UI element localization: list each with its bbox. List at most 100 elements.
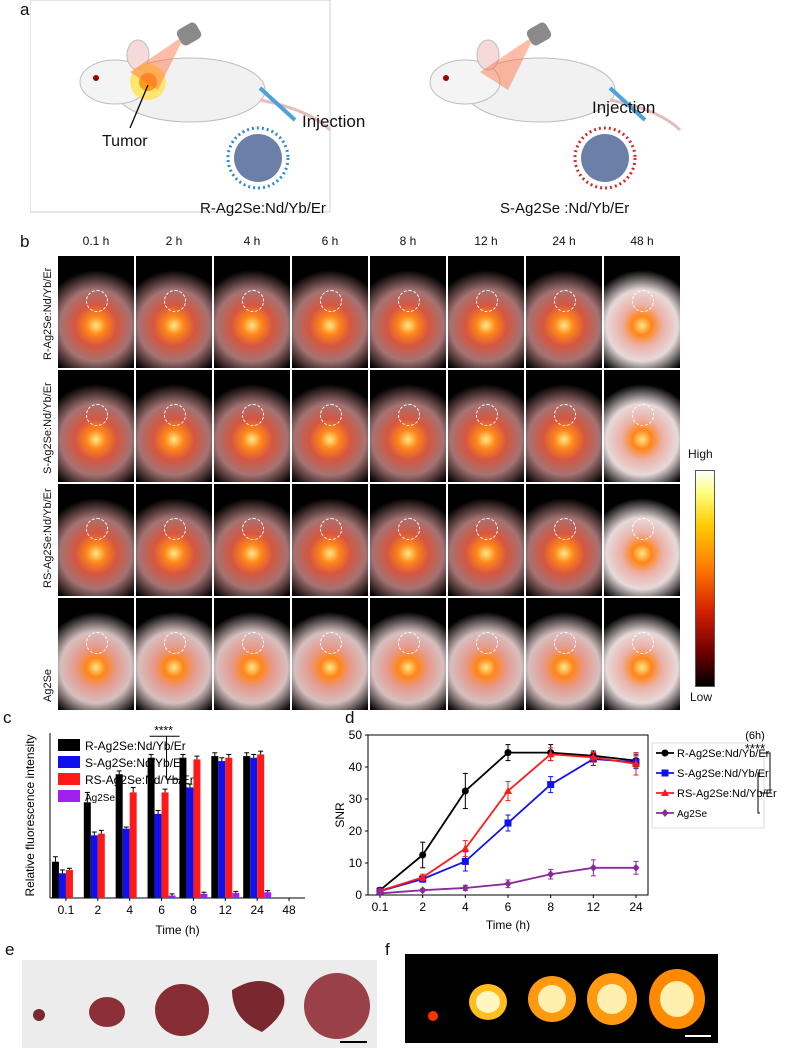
data-point	[547, 781, 555, 789]
tumor-circle-icon	[554, 404, 576, 426]
bar	[211, 756, 219, 898]
data-point	[504, 749, 512, 757]
panel-b-letter: b	[20, 232, 30, 251]
bar	[65, 869, 73, 898]
y-axis-label: Relative fluorescence intensity	[23, 734, 37, 896]
tumor-circle-icon	[554, 290, 576, 312]
tumor-circle-icon	[242, 290, 264, 312]
bar	[97, 833, 105, 898]
data-point	[632, 863, 640, 872]
panel-a-illustration	[30, 0, 682, 213]
x-tick-label: 6	[505, 900, 512, 914]
data-point	[504, 819, 512, 827]
injection-label-right: Injection	[592, 98, 656, 117]
data-point	[419, 886, 427, 895]
fluorescence-image	[448, 370, 524, 482]
bar	[129, 792, 137, 898]
tumor-circle-icon	[632, 518, 654, 540]
x-tick-label: 4	[462, 900, 469, 914]
x-tick-label: 8	[190, 903, 197, 917]
time-header: 0.1 h	[82, 234, 110, 248]
x-tick-label: 24	[251, 903, 265, 917]
bar	[232, 893, 240, 898]
fluorescence-image	[58, 484, 134, 596]
fluorescence-image	[448, 484, 524, 596]
tumor-circle-icon	[476, 632, 498, 654]
tumor-circle-icon	[242, 518, 264, 540]
fluorescence-image	[292, 598, 368, 710]
tumor-circle-icon	[398, 518, 420, 540]
tumor-circle-icon	[86, 404, 108, 426]
tumor-circle-icon	[86, 632, 108, 654]
x-tick-label: 6	[158, 903, 165, 917]
fluorescence-image	[58, 256, 134, 368]
colorbar-low-label: Low	[690, 690, 713, 704]
tumor-circle-icon	[320, 518, 342, 540]
x-tick-label: 2	[94, 903, 101, 917]
bar	[186, 787, 194, 898]
x-tick-label: 24	[629, 900, 643, 914]
caption-r-ag2se: R-Ag2Se:Nd/Yb/Er	[200, 200, 326, 217]
legend-label: R-Ag2Se:Nd/Yb/Er	[85, 739, 186, 753]
fluorescence-image	[214, 484, 290, 596]
bar	[250, 757, 258, 898]
bar	[147, 757, 155, 898]
x-tick-label: 12	[219, 903, 233, 917]
fluorescence-image	[292, 370, 368, 482]
tumor-fluorescence-image	[405, 954, 718, 1043]
bar	[200, 893, 208, 898]
significance-bracket	[757, 772, 760, 814]
significance-time-label: (6h)	[745, 730, 765, 742]
fluorescence-image	[526, 256, 602, 368]
row-label: R-Ag2Se:Nd/Yb/Er	[42, 267, 54, 360]
tumor-circle-icon	[320, 632, 342, 654]
bar	[161, 792, 169, 898]
tumor-circle-icon	[242, 404, 264, 426]
fluorescence-image	[136, 256, 212, 368]
bar	[168, 895, 176, 898]
fluorescence-image	[58, 598, 134, 710]
tumor-circle-icon	[632, 290, 654, 312]
data-point	[461, 787, 469, 795]
bar	[193, 759, 201, 898]
fluorescence-image	[370, 370, 446, 482]
mouse-right-icon	[429, 22, 682, 190]
tumor-circle-icon	[320, 290, 342, 312]
fluorescence-image	[448, 256, 524, 368]
tumor-circle-icon	[398, 632, 420, 654]
tumor-photo	[22, 960, 377, 1048]
bar	[243, 756, 251, 898]
fluorescence-image	[292, 484, 368, 596]
legend-label: Ag2Se	[677, 809, 707, 820]
x-tick-label: 0.1	[58, 903, 75, 917]
series	[376, 752, 640, 895]
bar	[264, 892, 272, 898]
x-tick-label: 48	[282, 903, 296, 917]
time-header: 12 h	[474, 234, 498, 248]
data-point	[661, 769, 669, 777]
y-axis-label: SNR	[333, 802, 347, 828]
data-point	[461, 883, 469, 892]
x-tick-label: 8	[547, 900, 554, 914]
tumor-circle-icon	[164, 404, 186, 426]
y-tick-label: 40	[349, 760, 363, 774]
panel-c-letter: c	[3, 708, 12, 727]
legend-label: RS-Ag2Se:Nd/Yb/Er	[85, 773, 194, 787]
data-point	[419, 851, 427, 859]
tumor-circle-icon	[242, 632, 264, 654]
fluorescence-image	[448, 598, 524, 710]
row-label: S-Ag2Se:Nd/Yb/Er	[42, 382, 54, 474]
data-point	[418, 873, 427, 881]
tumor-circle-icon	[398, 404, 420, 426]
tumor-circle-icon	[164, 290, 186, 312]
series	[376, 859, 640, 898]
data-point	[632, 759, 640, 767]
data-point	[504, 787, 512, 794]
time-header: 48 h	[630, 234, 654, 248]
bar	[154, 813, 162, 898]
legend-label: RS-Ag2Se:Nd/Yb/Er	[677, 788, 777, 800]
fluorescence-image	[136, 484, 212, 596]
bar	[51, 861, 59, 898]
tumor-circle-icon	[554, 632, 576, 654]
